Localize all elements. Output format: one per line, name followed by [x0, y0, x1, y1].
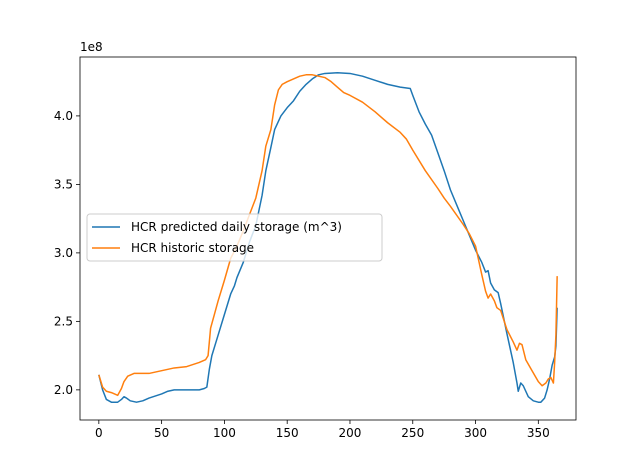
y-tick-label: 3.5: [54, 177, 73, 191]
x-ticks: 0 50 100 150 200 250 300 350: [95, 420, 550, 440]
x-tick-label: 250: [401, 426, 424, 440]
legend-label-2: HCR historic storage: [131, 241, 254, 255]
y-offset-text: 1e8: [80, 40, 103, 54]
y-tick-label: 3.0: [54, 246, 73, 260]
y-ticks: 2.0 2.5 3.0 3.5 4.0: [54, 109, 80, 397]
x-tick-label: 50: [154, 426, 169, 440]
x-tick-label: 200: [339, 426, 362, 440]
legend-label-1: HCR predicted daily storage (m^3): [131, 220, 342, 234]
x-tick-label: 100: [213, 426, 236, 440]
x-tick-label: 0: [95, 426, 103, 440]
legend: HCR predicted daily storage (m^3) HCR his…: [86, 213, 383, 262]
x-tick-label: 350: [527, 426, 550, 440]
plot-frame: [79, 56, 577, 421]
y-tick-label: 2.5: [54, 314, 73, 328]
legend-box: [86, 213, 383, 262]
y-tick-label: 4.0: [54, 109, 73, 123]
series-line-1: [98, 72, 558, 403]
x-tick-label: 300: [464, 426, 487, 440]
plot-lines: [98, 72, 558, 403]
y-tick-label: 2.0: [54, 383, 73, 397]
x-tick-label: 150: [276, 426, 299, 440]
series-line-2: [98, 74, 558, 397]
